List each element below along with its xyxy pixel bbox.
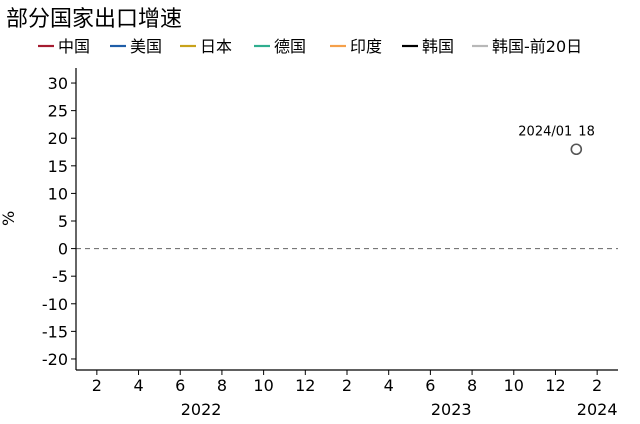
y-axis-label: % bbox=[0, 211, 18, 226]
legend-label-5: 印度 bbox=[350, 37, 382, 56]
y-tick-label: 25 bbox=[48, 102, 68, 121]
x-tick-label: 8 bbox=[467, 376, 477, 395]
y-tick-label: -15 bbox=[42, 322, 68, 341]
x-tick-label: 4 bbox=[133, 376, 143, 395]
y-tick-label: -10 bbox=[42, 295, 68, 314]
x-year-label: 2024 bbox=[577, 400, 618, 419]
y-tick-label: 10 bbox=[48, 184, 68, 203]
x-tick-label: 4 bbox=[384, 376, 394, 395]
x-tick-label: 8 bbox=[217, 376, 227, 395]
legend-label-1: 中国 bbox=[58, 37, 90, 56]
y-tick-label: 0 bbox=[58, 240, 68, 259]
y-tick-label: -5 bbox=[52, 267, 68, 286]
x-tick-label: 12 bbox=[295, 376, 315, 395]
legend-label-7: 韩国-前20日 bbox=[492, 37, 582, 56]
legend-label-3: 日本 bbox=[200, 37, 232, 56]
x-year-label: 2023 bbox=[431, 400, 472, 419]
x-tick-label: 2 bbox=[592, 376, 602, 395]
x-tick-label: 12 bbox=[545, 376, 565, 395]
annotation: 2024/01 18 bbox=[518, 124, 595, 156]
x-year-label: 2022 bbox=[181, 400, 222, 419]
annotation-value: 18 bbox=[578, 124, 595, 139]
y-tick-label: 30 bbox=[48, 74, 68, 93]
y-tick-label: 15 bbox=[48, 157, 68, 176]
y-tick-label: 5 bbox=[58, 212, 68, 231]
legend-label-6: 韩国 bbox=[422, 37, 454, 56]
annotation-date: 2024/01 bbox=[518, 124, 572, 139]
x-tick-label: 6 bbox=[175, 376, 185, 395]
annotation-marker bbox=[570, 143, 583, 156]
legend: 中国 美国 日本 德国 印度 韩国 韩国-前20日 bbox=[38, 37, 582, 56]
y-tick-label: 20 bbox=[48, 129, 68, 148]
axes: -20 -15 -10 -5 0 5 10 15 20 25 30 2 4 6 8 10 12 2 4 6 8 10 12 2… bbox=[42, 68, 618, 419]
x-tick-label: 2 bbox=[342, 376, 352, 395]
chart-title: 部分国家出口增速 bbox=[6, 7, 182, 32]
y-tick-label: -20 bbox=[42, 350, 68, 369]
x-tick-label: 6 bbox=[425, 376, 435, 395]
x-tick-label: 2 bbox=[92, 376, 102, 395]
legend-label-4: 德国 bbox=[274, 37, 306, 56]
x-tick-label: 10 bbox=[504, 376, 524, 395]
x-tick-label: 10 bbox=[253, 376, 273, 395]
legend-label-2: 美国 bbox=[130, 37, 162, 56]
